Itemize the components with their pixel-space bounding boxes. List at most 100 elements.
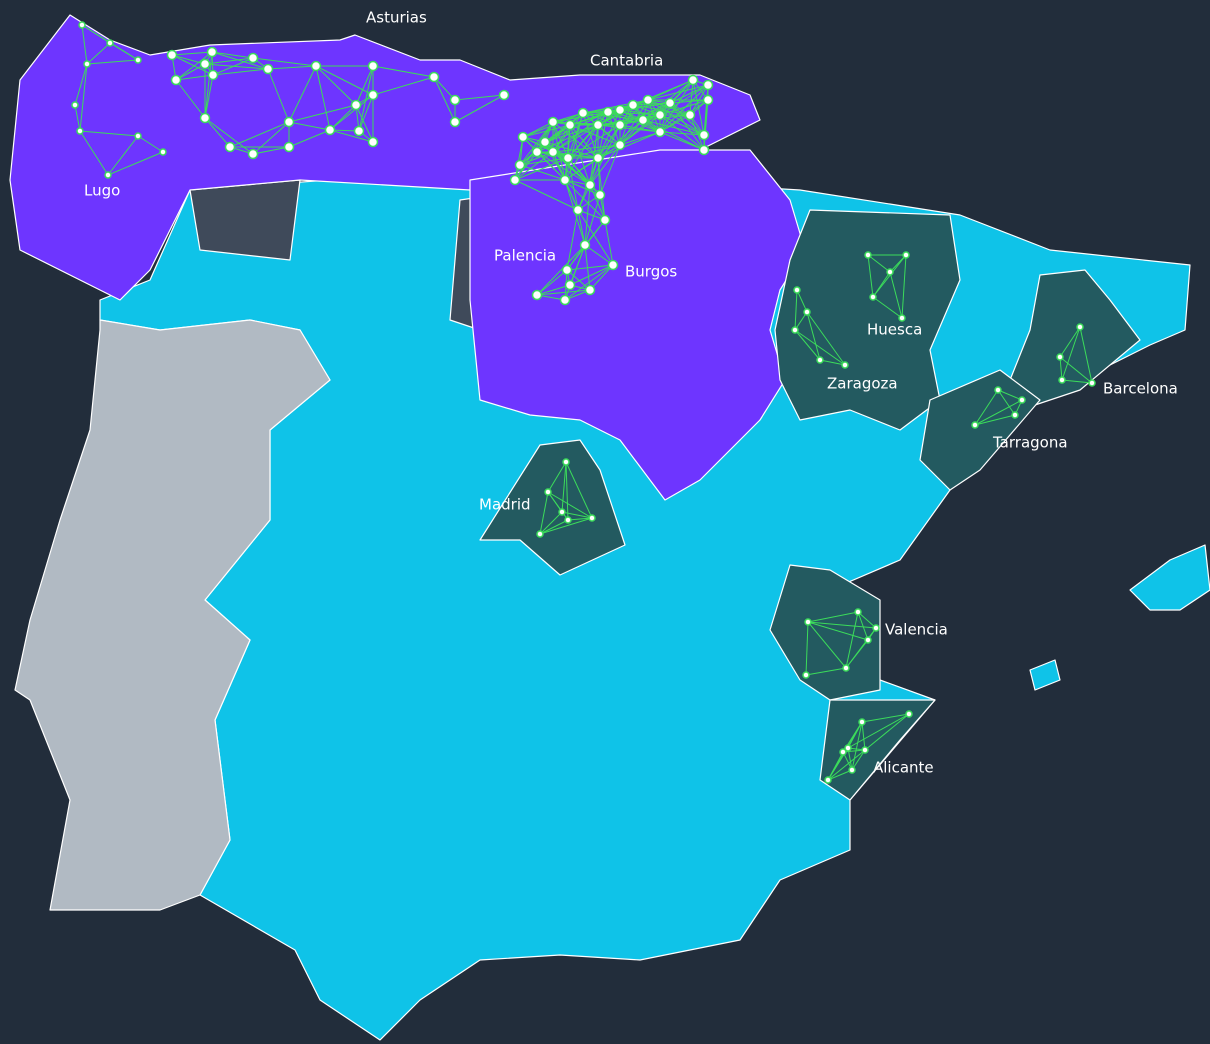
network-link (252, 146, 290, 155)
network-link (997, 389, 1023, 401)
network-node (159, 148, 167, 156)
network-node (547, 146, 559, 158)
network-node (594, 189, 606, 201)
network-node (886, 268, 894, 276)
network-node (654, 109, 666, 121)
network-node (702, 79, 714, 91)
network-link (857, 611, 877, 629)
network-link (252, 121, 290, 155)
network-link (974, 399, 1023, 426)
network-node (869, 293, 877, 301)
network-link (584, 244, 614, 266)
network-node (514, 159, 526, 171)
network-link (329, 94, 374, 131)
network-link (519, 157, 569, 166)
network-node (134, 132, 142, 140)
network-link (872, 254, 907, 298)
network-node (572, 204, 584, 216)
network-link (567, 517, 593, 521)
network-link (315, 65, 374, 96)
network-link (564, 144, 621, 181)
network-link (805, 621, 809, 676)
network-node (793, 286, 801, 294)
network-link (536, 124, 599, 153)
network-link (355, 104, 374, 143)
network-node (698, 144, 710, 156)
network-node (1088, 379, 1096, 387)
network-link (619, 102, 671, 111)
network-node (1018, 396, 1026, 404)
network-link (137, 135, 164, 153)
region-label: Valencia (885, 621, 948, 639)
network-link (536, 269, 568, 296)
network-node (324, 124, 336, 136)
network-link (547, 461, 567, 493)
network-node (791, 326, 799, 334)
network-link (584, 184, 591, 246)
network-node (592, 152, 604, 164)
network-node (498, 89, 510, 101)
network-link (659, 84, 709, 133)
network-node (562, 152, 574, 164)
network-link (175, 63, 206, 81)
network-link (1061, 379, 1093, 384)
network-link (796, 289, 808, 313)
network-link (204, 117, 254, 155)
region-madrid (479, 439, 626, 576)
region-gray (189, 179, 301, 261)
network-node (564, 279, 576, 291)
network-link (647, 99, 705, 136)
network-node (106, 39, 114, 47)
network-link (619, 119, 644, 146)
network-link (659, 84, 709, 116)
network-link (514, 136, 524, 181)
network-node (509, 174, 521, 186)
network-link (288, 65, 317, 123)
network-node (802, 671, 810, 679)
network-link (536, 289, 591, 296)
network-link (689, 114, 705, 151)
network-node (584, 179, 596, 191)
network-link (597, 157, 606, 221)
network-node (839, 748, 847, 756)
network-link (689, 79, 694, 116)
network-link (569, 124, 621, 146)
network-link (358, 65, 374, 132)
network-link (552, 124, 571, 153)
network-link (794, 289, 798, 331)
network-link (1059, 326, 1081, 358)
network-node (310, 60, 322, 72)
network-link (669, 102, 705, 151)
network-link (372, 65, 435, 78)
network-link (807, 621, 847, 669)
network-link (171, 54, 206, 65)
network-node (698, 129, 710, 141)
network-link (552, 121, 569, 159)
network-link (589, 144, 621, 186)
network-node (531, 146, 543, 158)
network-link (519, 151, 554, 166)
network-node (71, 101, 79, 109)
network-link (597, 124, 661, 133)
region-label: Tarragona (992, 434, 1068, 452)
network-link (552, 111, 609, 153)
network-link (851, 749, 866, 771)
region-barcelona (1009, 269, 1141, 411)
network-link (703, 99, 709, 151)
network-node (841, 361, 849, 369)
network-node (199, 112, 211, 124)
region-label: Burgos (625, 263, 677, 281)
network-link (539, 491, 549, 535)
network-node (564, 516, 572, 524)
network-link (288, 129, 331, 148)
network-link (569, 264, 614, 286)
network-link (872, 271, 891, 298)
network-node (1058, 376, 1066, 384)
network-link (659, 114, 705, 136)
network-node (449, 116, 461, 128)
network-link (659, 114, 691, 133)
network-link (329, 129, 374, 143)
network-link (86, 42, 111, 65)
network-node (654, 126, 666, 138)
network-node (78, 21, 86, 29)
